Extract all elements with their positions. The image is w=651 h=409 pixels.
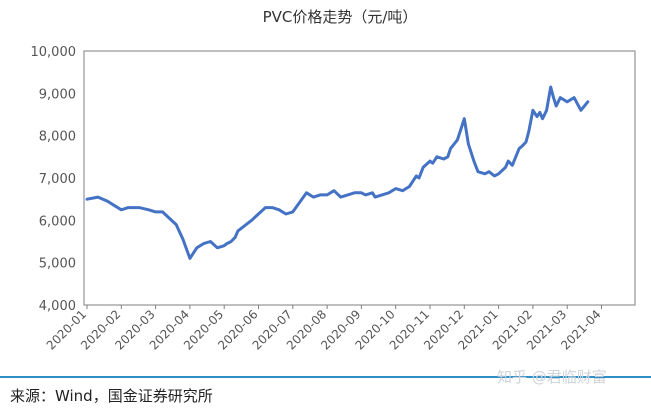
watermark: 知乎 @君临财富 <box>497 368 607 386</box>
y-tick-label: 9,000 <box>39 87 76 102</box>
y-tick-label: 10,000 <box>31 45 77 60</box>
y-tick-label: 5,000 <box>39 257 76 272</box>
source-divider <box>0 376 651 378</box>
y-tick-label: 8,000 <box>39 130 76 145</box>
chart-title: PVC价格走势（元/吨） <box>263 8 418 26</box>
x-axis-ticks: 2020-012020-022020-032020-042020-052020-… <box>44 305 604 353</box>
series-layer <box>85 85 590 260</box>
y-tick-label: 4,000 <box>39 299 76 314</box>
pvc-price-chart: PVC价格走势（元/吨） 4,000 5,000 6,000 7,000 8,000 9,… <box>31 8 636 353</box>
y-axis-ticks: 4,000 5,000 6,000 7,000 8,000 9,000 10,000 <box>31 45 77 314</box>
source-bar: 来源：Wind，国金证券研究所 <box>0 376 651 409</box>
source-note: 来源：Wind，国金证券研究所 <box>10 387 213 405</box>
y-tick-label: 7,000 <box>39 172 76 187</box>
plot-area-frame <box>83 50 636 306</box>
pvc-price-line <box>85 85 590 260</box>
y-tick-label: 6,000 <box>39 214 76 229</box>
